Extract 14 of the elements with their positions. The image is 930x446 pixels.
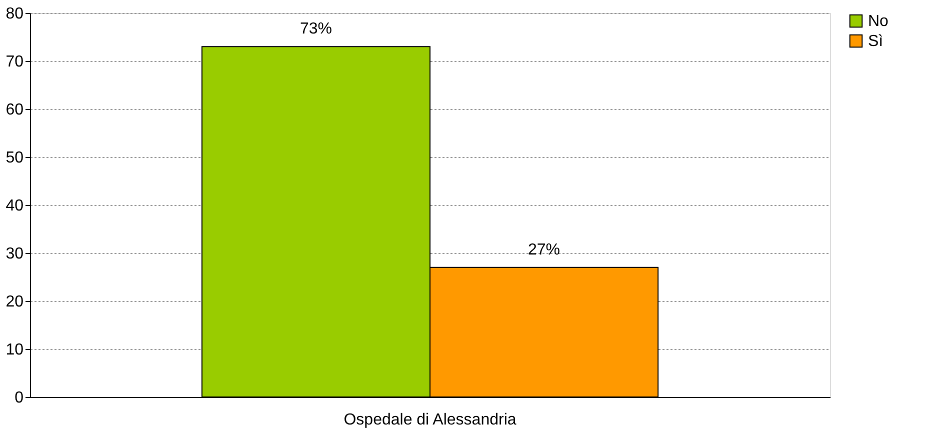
y-tick-label: 30 <box>6 246 24 262</box>
y-tick-label: 60 <box>6 102 24 118</box>
y-tick-label: 0 <box>14 390 24 406</box>
x-tick-label: Ospedale di Alessandria <box>344 412 516 428</box>
y-tick-label: 80 <box>6 6 24 22</box>
y-tick-label: 40 <box>6 198 24 214</box>
y-tick-label: 50 <box>6 150 24 166</box>
y-tick-label: 10 <box>6 342 24 358</box>
y-tick-label: 70 <box>6 54 24 70</box>
data-label: 73% <box>300 20 332 38</box>
y-tick-label: 20 <box>6 294 24 310</box>
legend-label: Sì <box>868 33 884 50</box>
data-label: 27% <box>528 241 560 258</box>
legend-label: No <box>868 13 889 30</box>
